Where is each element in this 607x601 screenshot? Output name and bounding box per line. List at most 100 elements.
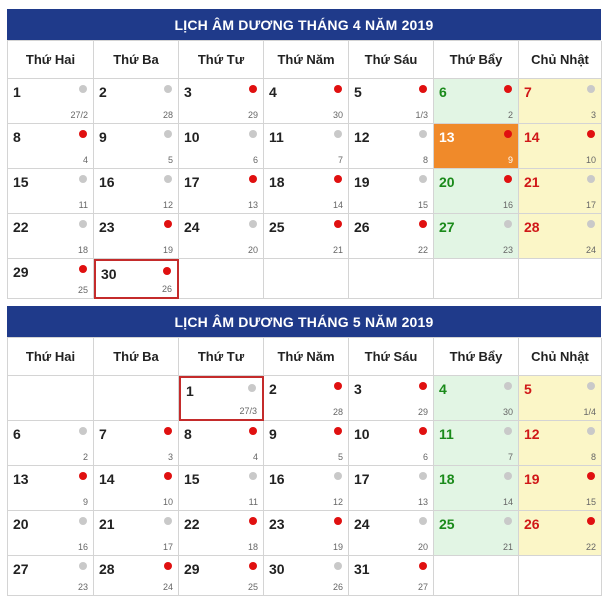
empty-cell xyxy=(349,259,434,299)
good-day-dot-icon xyxy=(79,265,87,273)
lunar-date: 27 xyxy=(417,582,428,592)
weekday-header: Thứ Ba xyxy=(94,41,179,79)
day-cell[interactable]: 11 7 xyxy=(264,124,349,169)
weekday-header: Chủ Nhật xyxy=(519,41,602,79)
day-cell[interactable]: 14 10 xyxy=(519,124,602,169)
solar-date: 11 xyxy=(439,426,454,442)
weekday-header: Thứ Bẩy xyxy=(434,41,519,79)
day-cell[interactable]: 10 6 xyxy=(179,124,264,169)
day-cell[interactable]: 27 23 xyxy=(8,556,94,596)
solar-date: 27 xyxy=(13,561,29,577)
day-cell[interactable]: 17 13 xyxy=(179,169,264,214)
day-cell[interactable]: 21 17 xyxy=(94,511,179,556)
day-cell[interactable]: 14 10 xyxy=(94,466,179,511)
day-cell[interactable]: 23 19 xyxy=(94,214,179,259)
day-cell[interactable]: 13 9 xyxy=(434,124,519,169)
day-cell[interactable]: 18 14 xyxy=(264,169,349,214)
weekday-header: Thứ Hai xyxy=(8,338,94,376)
day-cell[interactable]: 15 11 xyxy=(179,466,264,511)
day-cell[interactable]: 30 26 xyxy=(264,556,349,596)
day-cell[interactable]: 19 15 xyxy=(349,169,434,214)
day-cell[interactable]: 20 16 xyxy=(8,511,94,556)
day-cell[interactable]: 4 30 xyxy=(264,79,349,124)
lunar-date: 23 xyxy=(77,582,88,592)
day-cell[interactable]: 1 27/3 xyxy=(179,376,264,421)
day-cell[interactable]: 26 22 xyxy=(519,511,602,556)
day-cell[interactable]: 29 25 xyxy=(8,259,94,299)
day-cell[interactable]: 26 22 xyxy=(349,214,434,259)
solar-date: 17 xyxy=(354,471,370,487)
day-cell[interactable]: 24 20 xyxy=(349,511,434,556)
weekday-header: Thứ Sáu xyxy=(349,338,434,376)
day-cell[interactable]: 20 16 xyxy=(434,169,519,214)
day-cell[interactable]: 12 8 xyxy=(349,124,434,169)
day-cell[interactable]: 21 17 xyxy=(519,169,602,214)
day-cell[interactable]: 3 29 xyxy=(349,376,434,421)
normal-day-dot-icon xyxy=(249,220,257,228)
solar-date: 7 xyxy=(99,426,107,442)
day-cell[interactable]: 24 20 xyxy=(179,214,264,259)
lunar-date: 29 xyxy=(247,110,258,120)
solar-date: 6 xyxy=(13,426,21,442)
lunar-date: 11 xyxy=(78,200,88,210)
solar-date: 10 xyxy=(184,129,200,145)
solar-date: 22 xyxy=(184,516,200,532)
day-cell[interactable]: 27 23 xyxy=(434,214,519,259)
day-cell[interactable]: 22 18 xyxy=(8,214,94,259)
day-cell[interactable]: 19 15 xyxy=(519,466,602,511)
day-cell[interactable]: 16 12 xyxy=(264,466,349,511)
day-cell[interactable]: 31 27 xyxy=(349,556,434,596)
lunar-date: 13 xyxy=(417,497,428,507)
solar-date: 23 xyxy=(99,219,115,235)
lunar-date: 27/3 xyxy=(239,406,257,416)
day-cell[interactable]: 10 6 xyxy=(349,421,434,466)
day-cell[interactable]: 30 26 xyxy=(94,259,179,299)
good-day-dot-icon xyxy=(249,517,257,525)
good-day-dot-icon xyxy=(419,427,427,435)
solar-date: 1 xyxy=(186,383,194,399)
day-cell[interactable]: 5 1/4 xyxy=(519,376,602,421)
solar-date: 30 xyxy=(269,561,285,577)
day-cell[interactable]: 2 28 xyxy=(94,79,179,124)
day-cell[interactable]: 15 11 xyxy=(8,169,94,214)
good-day-dot-icon xyxy=(164,472,172,480)
day-cell[interactable]: 25 21 xyxy=(434,511,519,556)
day-cell[interactable]: 28 24 xyxy=(94,556,179,596)
solar-date: 3 xyxy=(354,381,362,397)
day-cell[interactable]: 13 9 xyxy=(8,466,94,511)
lunar-date: 17 xyxy=(162,542,173,552)
day-cell[interactable]: 18 14 xyxy=(434,466,519,511)
day-cell[interactable]: 29 25 xyxy=(179,556,264,596)
day-cell[interactable]: 4 30 xyxy=(434,376,519,421)
normal-day-dot-icon xyxy=(504,220,512,228)
solar-date: 14 xyxy=(99,471,115,487)
day-cell[interactable]: 23 19 xyxy=(264,511,349,556)
day-cell[interactable]: 22 18 xyxy=(179,511,264,556)
day-cell[interactable]: 5 1/3 xyxy=(349,79,434,124)
good-day-dot-icon xyxy=(587,517,595,525)
lunar-date: 19 xyxy=(332,542,343,552)
day-cell[interactable]: 2 28 xyxy=(264,376,349,421)
day-cell[interactable]: 16 12 xyxy=(94,169,179,214)
day-cell[interactable]: 28 24 xyxy=(519,214,602,259)
good-day-dot-icon xyxy=(164,220,172,228)
calendar-grid: Thứ Hai Thứ Ba Thứ Tư Thứ Năm Thứ Sáu Thứ Bẩy… xyxy=(7,337,602,596)
day-cell[interactable]: 12 8 xyxy=(519,421,602,466)
day-cell[interactable]: 11 7 xyxy=(434,421,519,466)
day-cell[interactable]: 1 27/2 xyxy=(8,79,94,124)
day-cell[interactable]: 17 13 xyxy=(349,466,434,511)
good-day-dot-icon xyxy=(504,85,512,93)
solar-date: 4 xyxy=(269,84,277,100)
day-cell[interactable]: 25 21 xyxy=(264,214,349,259)
day-cell[interactable]: 3 29 xyxy=(179,79,264,124)
solar-date: 14 xyxy=(524,129,540,145)
normal-day-dot-icon xyxy=(504,427,512,435)
